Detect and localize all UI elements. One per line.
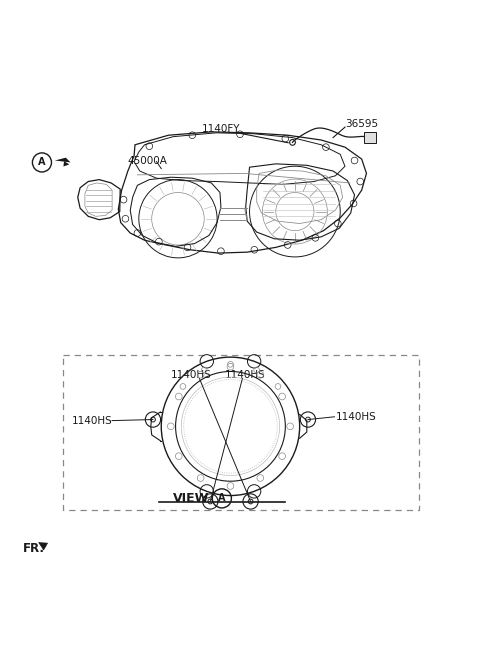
Bar	[63, 355, 419, 510]
Text: 1140HS: 1140HS	[225, 371, 265, 380]
Text: A: A	[218, 493, 226, 503]
Text: 1140HS: 1140HS	[72, 416, 113, 426]
Text: 45000A: 45000A	[128, 156, 168, 166]
Text: 1140FY: 1140FY	[202, 124, 240, 134]
Text: A: A	[38, 158, 46, 168]
Text: 1140HS: 1140HS	[171, 371, 212, 380]
Polygon shape	[55, 158, 71, 162]
Text: FR.: FR.	[23, 543, 45, 555]
Text: 36595: 36595	[345, 120, 378, 129]
Text: 1140HS: 1140HS	[336, 412, 376, 422]
FancyBboxPatch shape	[364, 132, 376, 143]
Text: VIEW: VIEW	[173, 492, 209, 505]
